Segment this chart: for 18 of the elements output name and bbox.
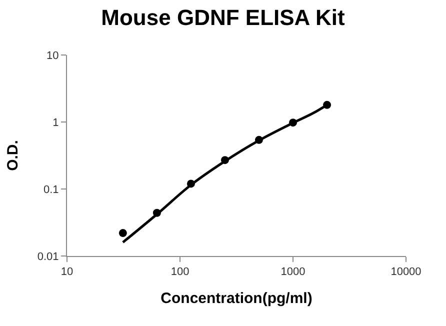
point: [323, 100, 332, 109]
x-tick-label: 10: [60, 266, 74, 278]
x-axis-title: Concentration(pg/ml): [160, 290, 312, 308]
x-tick-label: 1000: [280, 266, 306, 278]
x-tick-label: 100: [170, 266, 190, 278]
y-tick-label: 0.1: [44, 184, 59, 196]
point: [152, 208, 161, 217]
point: [186, 180, 195, 188]
point: [220, 156, 229, 164]
x-tick-label: 10000: [390, 266, 422, 278]
y-tick-label: 1: [52, 116, 59, 129]
y-tick-label: 0.01: [37, 250, 59, 263]
chart-title: Mouse GDNF ELISA Kit: [101, 5, 346, 30]
y-tick-label: 10: [46, 50, 59, 62]
y-axis-title: O.D.: [4, 140, 22, 171]
point: [289, 118, 297, 127]
point: [254, 136, 263, 144]
point: [118, 229, 127, 238]
